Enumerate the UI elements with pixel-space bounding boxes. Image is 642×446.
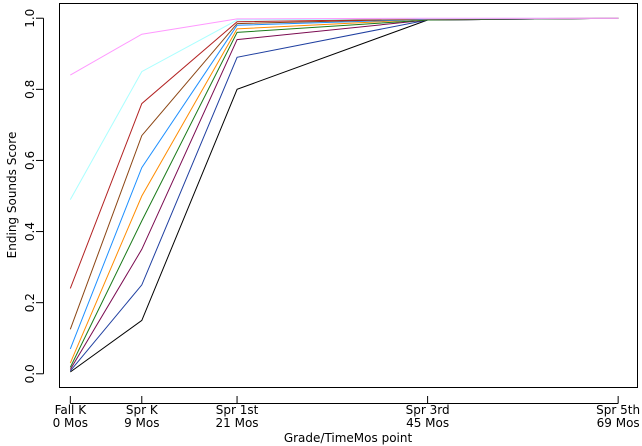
- y-tick-label: 0.4: [23, 222, 37, 241]
- plot-frame: [59, 3, 638, 388]
- series-line-7: [69, 17, 619, 330]
- series-line-8: [69, 17, 619, 289]
- y-tick-label: 0.8: [23, 80, 37, 99]
- x-tick-label: Spr 5th 69 Mos: [596, 403, 640, 430]
- y-tick-label: 0.0: [23, 364, 37, 383]
- series-line-4: [69, 17, 619, 368]
- x-axis-title: Grade/TimeMos point: [284, 431, 413, 445]
- series-line-1: [70, 17, 619, 373]
- x-tick-label: Spr 3rd 45 Mos: [406, 403, 450, 430]
- series-line-10: [70, 17, 619, 76]
- series-layer: [69, 17, 619, 373]
- series-line-9: [69, 17, 619, 200]
- series-line-5: [69, 17, 619, 364]
- y-axis-title: Ending Sounds Score: [5, 132, 19, 259]
- y-tick-label: 0.2: [23, 293, 37, 312]
- series-line-2: [69, 17, 619, 372]
- series-line-3: [69, 17, 619, 370]
- series-line-6: [69, 17, 619, 350]
- y-axis: 0.0 0.2 0.4 0.6 0.8 1.0: [23, 9, 44, 383]
- x-tick-label: Spr 1st 21 Mos: [216, 403, 259, 430]
- y-tick-label: 1.0: [23, 9, 37, 28]
- y-tick-label: 0.6: [23, 151, 37, 170]
